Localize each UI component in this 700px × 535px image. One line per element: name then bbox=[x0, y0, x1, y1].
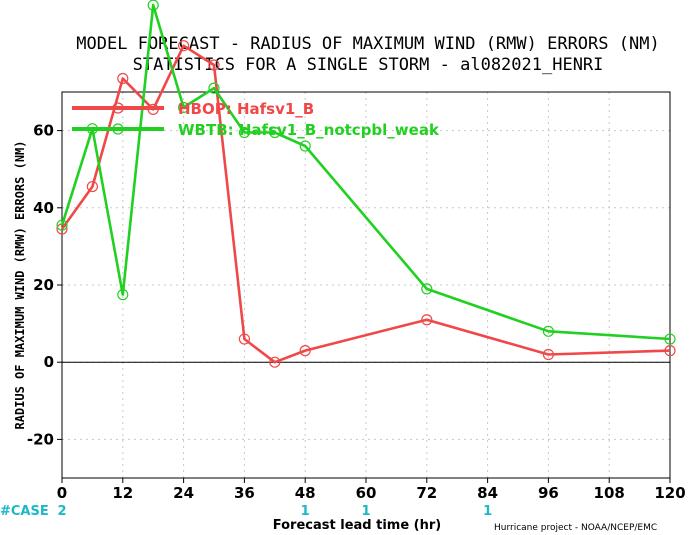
credit-text: Hurricane project - NOAA/NCEP/EMC bbox=[494, 523, 657, 533]
chart-title-line-2: STATISTICS FOR A SINGLE STORM - al082021… bbox=[133, 55, 604, 75]
data-point bbox=[421, 283, 433, 295]
data-point bbox=[269, 126, 281, 139]
series-0 bbox=[56, 40, 676, 368]
y-axis-ticks: -20 0 20 40 60 bbox=[27, 122, 62, 448]
y-tick-label: 20 bbox=[33, 276, 54, 294]
data-point bbox=[664, 333, 676, 345]
x-axis-label: Forecast lead time (hr) bbox=[273, 518, 441, 533]
data-point bbox=[86, 180, 99, 193]
case-label: #CASE bbox=[0, 504, 49, 519]
x-axis-ticks: 0 12 24 36 48 60 72 84 96 108 120 bbox=[57, 478, 686, 502]
data-point bbox=[56, 219, 68, 231]
legend-marker-wbtb bbox=[112, 123, 124, 135]
legend: HBOP: Hafsv1_B WBTB: Hafsv1_B_notcpbl_we… bbox=[72, 100, 440, 139]
x-tick-label: 84 bbox=[477, 484, 498, 502]
data-point bbox=[542, 348, 555, 361]
data-point bbox=[238, 333, 250, 345]
data-point bbox=[178, 40, 190, 52]
y-tick-label: 0 bbox=[44, 353, 54, 371]
y-tick-label: 60 bbox=[33, 122, 54, 140]
data-point bbox=[147, 0, 159, 11]
series-layer bbox=[56, 0, 676, 368]
x-tick-label: 36 bbox=[234, 484, 255, 502]
y-tick-label: -20 bbox=[27, 430, 54, 448]
data-point bbox=[269, 356, 281, 368]
data-point bbox=[117, 289, 129, 301]
x-tick-label: 120 bbox=[654, 484, 685, 502]
x-tick-label: 0 bbox=[57, 484, 67, 502]
series-line bbox=[60, 3, 671, 341]
data-point bbox=[542, 325, 555, 337]
x-tick-label: 12 bbox=[112, 484, 133, 502]
legend-label-wbtb: WBTB: Hafsv1_B_notcpbl_weak bbox=[178, 121, 440, 139]
case-counts: 2 1 1 1 bbox=[57, 504, 492, 519]
data-point bbox=[421, 314, 433, 326]
data-point bbox=[178, 101, 190, 114]
data-point bbox=[208, 82, 220, 94]
data-point bbox=[117, 72, 129, 85]
y-tick-label: 40 bbox=[33, 199, 54, 217]
y-axis-label: RADIUS OF MAXIMUM WIND (RMW) ERRORS (NM) bbox=[13, 141, 27, 430]
data-point bbox=[299, 140, 311, 152]
grid-lines bbox=[62, 92, 670, 478]
x-tick-label: 48 bbox=[295, 484, 316, 502]
case-count: 1 bbox=[361, 504, 370, 519]
data-point bbox=[664, 345, 676, 357]
series-line bbox=[60, 44, 671, 364]
series-1 bbox=[56, 0, 676, 345]
x-tick-label: 96 bbox=[538, 484, 559, 502]
data-point bbox=[299, 345, 311, 357]
data-point bbox=[208, 59, 220, 71]
x-tick-label: 72 bbox=[416, 484, 437, 502]
x-tick-label: 24 bbox=[173, 484, 194, 502]
x-tick-label: 60 bbox=[356, 484, 377, 502]
case-count: 2 bbox=[57, 504, 66, 519]
case-count: 1 bbox=[301, 504, 310, 519]
chart-title-line-1: MODEL FORECAST - RADIUS OF MAXIMUM WIND … bbox=[76, 34, 659, 54]
data-point bbox=[238, 126, 250, 139]
case-count: 1 bbox=[483, 504, 492, 519]
legend-marker-hbop bbox=[112, 102, 124, 114]
x-tick-label: 108 bbox=[594, 484, 625, 502]
legend-label-hbop: HBOP: Hafsv1_B bbox=[178, 100, 314, 118]
